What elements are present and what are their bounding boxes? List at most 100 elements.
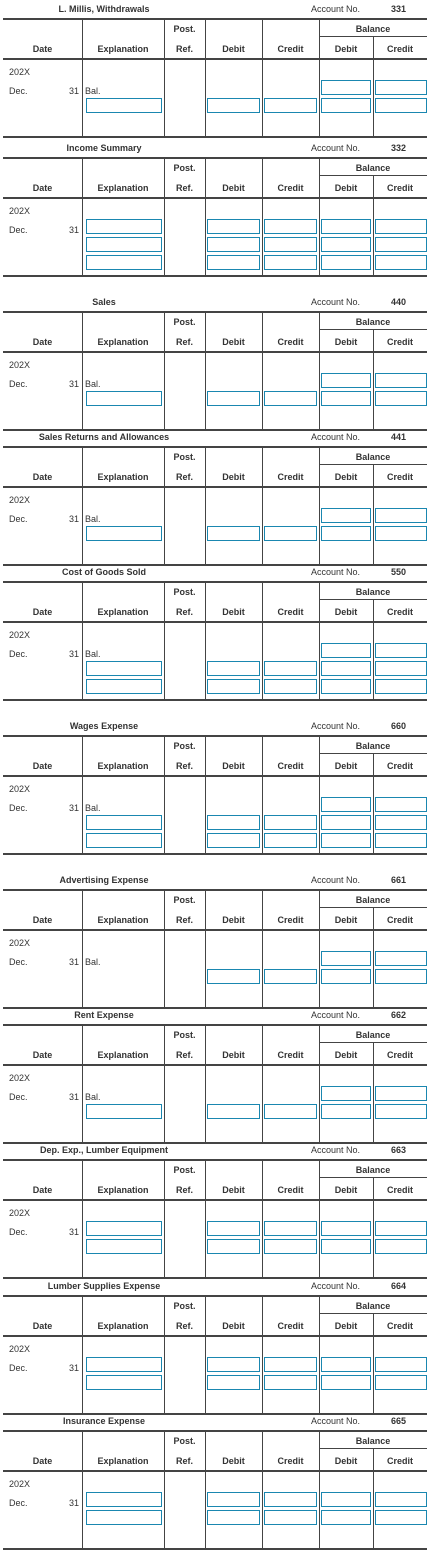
debit-input[interactable] [207,833,260,848]
exp-input[interactable] [86,815,162,830]
credit-input[interactable] [264,679,317,694]
debit-input[interactable] [207,1221,260,1236]
debit-input[interactable] [207,98,260,113]
bdebit-input[interactable] [321,661,371,676]
bdebit-input[interactable] [321,1492,371,1507]
credit-input[interactable] [264,391,317,406]
bdebit-input[interactable] [321,1239,371,1254]
bcredit-input[interactable] [375,80,427,95]
exp-input[interactable] [86,237,162,252]
bcredit-input[interactable] [375,797,427,812]
exp-input[interactable] [86,661,162,676]
bdebit-input[interactable] [321,526,371,541]
bdebit-input[interactable] [321,1375,371,1390]
bcredit-input[interactable] [375,1086,427,1101]
bcredit-input[interactable] [375,255,427,270]
exp-input[interactable] [86,1239,162,1254]
exp-input[interactable] [86,1357,162,1372]
bcredit-input[interactable] [375,969,427,984]
exp-input[interactable] [86,1492,162,1507]
bcredit-input[interactable] [375,1357,427,1372]
credit-input[interactable] [264,98,317,113]
bdebit-input[interactable] [321,1357,371,1372]
credit-input[interactable] [264,815,317,830]
exp-input[interactable] [86,1375,162,1390]
bcredit-input[interactable] [375,1492,427,1507]
exp-input[interactable] [86,833,162,848]
bcredit-input[interactable] [375,643,427,658]
debit-input[interactable] [207,219,260,234]
bdebit-input[interactable] [321,969,371,984]
exp-input[interactable] [86,1104,162,1119]
credit-input[interactable] [264,1492,317,1507]
bdebit-input[interactable] [321,797,371,812]
credit-input[interactable] [264,1239,317,1254]
credit-input[interactable] [264,969,317,984]
credit-input[interactable] [264,526,317,541]
debit-input[interactable] [207,815,260,830]
bdebit-input[interactable] [321,80,371,95]
exp-input[interactable] [86,98,162,113]
credit-input[interactable] [264,1357,317,1372]
exp-input[interactable] [86,679,162,694]
bdebit-input[interactable] [321,833,371,848]
debit-input[interactable] [207,237,260,252]
bdebit-input[interactable] [321,1510,371,1525]
bdebit-input[interactable] [321,219,371,234]
bcredit-input[interactable] [375,237,427,252]
bcredit-input[interactable] [375,1104,427,1119]
bcredit-input[interactable] [375,679,427,694]
debit-input[interactable] [207,1492,260,1507]
debit-input[interactable] [207,1104,260,1119]
debit-input[interactable] [207,1357,260,1372]
debit-input[interactable] [207,969,260,984]
bcredit-input[interactable] [375,98,427,113]
bdebit-input[interactable] [321,1221,371,1236]
bcredit-input[interactable] [375,661,427,676]
credit-input[interactable] [264,237,317,252]
bcredit-input[interactable] [375,1510,427,1525]
debit-input[interactable] [207,1239,260,1254]
exp-input[interactable] [86,526,162,541]
bdebit-input[interactable] [321,237,371,252]
debit-input[interactable] [207,1375,260,1390]
bcredit-input[interactable] [375,951,427,966]
credit-input[interactable] [264,1510,317,1525]
exp-input[interactable] [86,1221,162,1236]
bdebit-input[interactable] [321,98,371,113]
bcredit-input[interactable] [375,1239,427,1254]
debit-input[interactable] [207,391,260,406]
debit-input[interactable] [207,526,260,541]
credit-input[interactable] [264,1104,317,1119]
debit-input[interactable] [207,661,260,676]
bdebit-input[interactable] [321,373,371,388]
bdebit-input[interactable] [321,815,371,830]
debit-input[interactable] [207,255,260,270]
bdebit-input[interactable] [321,679,371,694]
debit-input[interactable] [207,1510,260,1525]
bcredit-input[interactable] [375,373,427,388]
bdebit-input[interactable] [321,951,371,966]
credit-input[interactable] [264,255,317,270]
credit-input[interactable] [264,219,317,234]
bdebit-input[interactable] [321,1104,371,1119]
bdebit-input[interactable] [321,643,371,658]
bcredit-input[interactable] [375,1221,427,1236]
bcredit-input[interactable] [375,1375,427,1390]
bcredit-input[interactable] [375,815,427,830]
bcredit-input[interactable] [375,526,427,541]
bdebit-input[interactable] [321,508,371,523]
bdebit-input[interactable] [321,255,371,270]
bdebit-input[interactable] [321,1086,371,1101]
credit-input[interactable] [264,661,317,676]
bcredit-input[interactable] [375,219,427,234]
bcredit-input[interactable] [375,391,427,406]
bcredit-input[interactable] [375,833,427,848]
credit-input[interactable] [264,1375,317,1390]
exp-input[interactable] [86,219,162,234]
exp-input[interactable] [86,391,162,406]
exp-input[interactable] [86,255,162,270]
exp-input[interactable] [86,1510,162,1525]
debit-input[interactable] [207,679,260,694]
credit-input[interactable] [264,1221,317,1236]
